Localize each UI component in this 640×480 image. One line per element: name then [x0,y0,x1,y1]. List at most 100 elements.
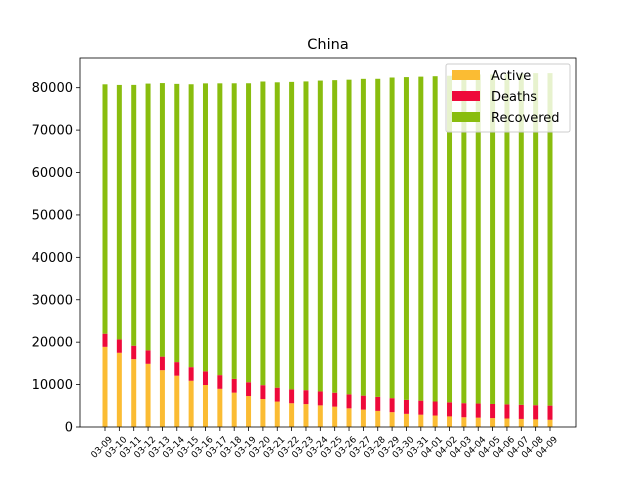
bar-deaths-03-12 [145,350,151,364]
bar-recovered-03-16 [202,83,208,372]
bar-deaths-04-06 [504,404,510,419]
bar-deaths-03-28 [375,396,381,411]
bar-recovered-03-24 [317,80,323,392]
bar-active-03-14 [174,375,180,427]
bar-active-03-22 [289,403,295,427]
y-tick-label: 80000 [32,81,73,96]
chart-title: China [307,37,348,53]
bar-recovered-04-06 [504,73,510,405]
bar-recovered-03-20 [260,81,266,386]
bar-deaths-03-16 [202,371,208,386]
bar-recovered-03-10 [116,84,122,340]
legend-label-deaths: Deaths [491,90,537,105]
bar-recovered-03-31 [418,76,424,401]
bar-recovered-03-17 [217,83,223,376]
bar-active-04-08 [533,419,539,427]
bar-recovered-03-14 [174,83,180,363]
bar-deaths-03-11 [131,345,137,360]
bar-deaths-03-26 [346,394,352,409]
bar-active-04-06 [504,418,510,427]
bar-active-04-04 [475,417,481,427]
bar-recovered-03-22 [289,81,295,390]
bar-recovered-04-07 [518,73,524,405]
bar-recovered-03-23 [303,81,309,391]
legend-swatch-recovered [452,112,480,122]
x-axis: 03-0903-1003-1103-1203-1303-1403-1503-16… [90,427,560,461]
y-tick-label: 50000 [32,208,73,223]
bar-active-04-05 [490,418,496,427]
bar-recovered-04-02 [447,75,453,403]
bar-active-03-24 [317,405,323,427]
bar-active-03-27 [360,409,366,427]
bar-recovered-03-30 [403,77,409,400]
y-tick-label: 60000 [32,166,73,181]
legend-label-recovered: Recovered [491,111,560,126]
bar-active-03-17 [217,388,223,427]
bar-active-04-02 [447,416,453,427]
bar-active-03-11 [131,359,137,427]
bar-active-03-31 [418,414,424,427]
bar-recovered-03-25 [332,80,338,393]
bar-recovered-04-03 [461,74,467,404]
bar-recovered-03-27 [360,78,366,396]
bar-deaths-03-15 [188,367,194,381]
bar-recovered-03-18 [231,83,237,379]
bar-active-03-23 [303,404,309,427]
bar-deaths-03-09 [102,333,108,347]
legend-swatch-deaths [452,91,480,101]
bar-active-04-09 [547,419,553,427]
bar-active-03-12 [145,363,151,427]
bar-deaths-03-31 [418,400,424,415]
bar-deaths-04-08 [533,405,539,420]
y-tick-label: 20000 [32,336,73,351]
bar-active-04-01 [432,415,438,427]
bar-deaths-03-22 [289,389,295,404]
bar-deaths-03-24 [317,391,323,406]
bar-active-03-10 [116,352,122,427]
bar-recovered-03-11 [131,84,137,346]
bar-deaths-03-10 [116,339,122,353]
bar-active-03-09 [102,346,108,427]
bar-deaths-04-04 [475,403,481,418]
bar-deaths-03-18 [231,378,237,393]
legend: Active Deaths Recovered [445,63,571,133]
bar-recovered-03-26 [346,79,352,395]
bar-recovered-03-21 [274,82,280,388]
bar-deaths-03-19 [246,382,252,397]
bar-active-03-18 [231,392,237,427]
bar-recovered-03-19 [246,83,252,383]
bar-active-03-16 [202,385,208,427]
bar-active-03-29 [389,412,395,427]
bar-recovered-04-04 [475,74,481,404]
bar-active-03-15 [188,380,194,427]
bar-deaths-04-01 [432,401,438,416]
axes-frame [79,57,577,428]
bar-active-03-26 [346,408,352,427]
bar-recovered-03-09 [102,84,108,334]
y-tick-label: 30000 [32,293,73,308]
bar-deaths-04-02 [447,402,453,417]
legend-label-active: Active [491,69,531,84]
bar-active-03-30 [403,413,409,427]
bar-active-03-25 [332,406,338,427]
y-tick-label: 10000 [32,378,73,393]
bar-active-04-07 [518,418,524,427]
y-tick-label: 0 [65,421,73,436]
bar-deaths-04-07 [518,404,524,419]
bar-recovered-03-13 [159,83,165,357]
bar-active-03-19 [246,396,252,427]
bar-active-03-13 [159,370,165,427]
bar-active-04-03 [461,417,467,427]
bar-active-03-21 [274,401,280,427]
bar-recovered-03-15 [188,84,194,368]
bar-deaths-03-17 [217,375,223,389]
bar-deaths-03-13 [159,356,165,371]
y-tick-label: 70000 [32,124,73,139]
bar-recovered-03-12 [145,83,151,351]
bar-recovered-03-29 [389,77,395,399]
bar-recovered-04-08 [533,73,539,406]
bar-recovered-03-28 [375,78,381,397]
bar-deaths-04-05 [490,403,496,419]
bar-deaths-03-30 [403,399,409,414]
